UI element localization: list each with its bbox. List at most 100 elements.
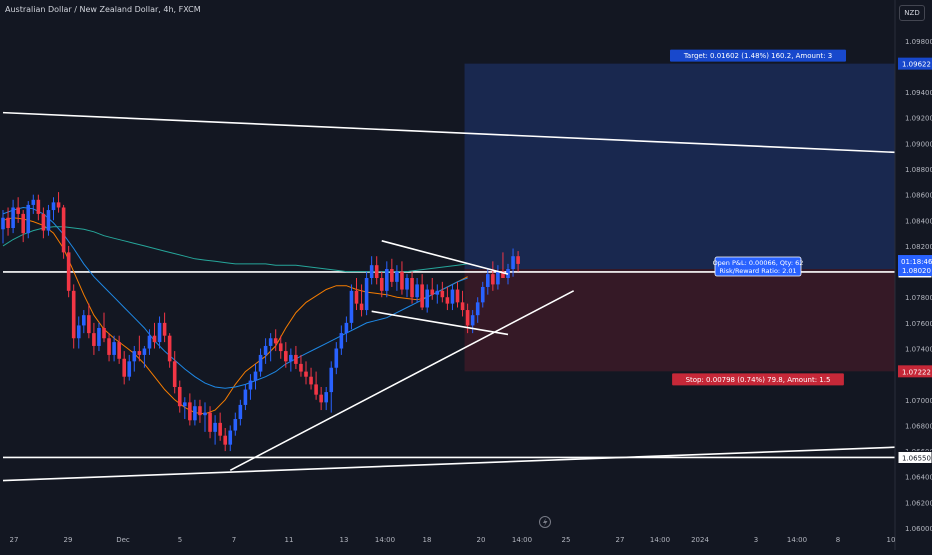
candle-body: [289, 354, 293, 362]
candle-body: [475, 302, 480, 316]
candle: [147, 329, 152, 355]
candle-body: [11, 207, 15, 228]
price-tick-label: 1.06400: [905, 474, 932, 482]
candle-body: [299, 363, 303, 372]
candle: [177, 380, 182, 413]
candle: [102, 312, 106, 343]
stop-zone: [464, 269, 895, 372]
currency-button[interactable]: NZD: [899, 5, 925, 21]
time-tick-label: 14:00: [787, 536, 807, 544]
candle-body: [344, 322, 349, 334]
candle: [435, 284, 440, 304]
time-tick-label: 29: [64, 536, 73, 544]
misc-icons: [539, 516, 551, 528]
time-axis[interactable]: 27 29 Dec 5 7 11 13 14:00 18 20 14:00 25 27 14:00 2024…: [10, 536, 896, 544]
price-tick-label: 1.09400: [905, 89, 932, 97]
candle-body: [324, 392, 328, 403]
candle: [66, 245, 71, 298]
svg-text:1.06550: 1.06550: [902, 454, 931, 462]
candle-body: [470, 315, 475, 326]
candle: [385, 261, 389, 298]
candle: [486, 269, 490, 295]
candle-body: [238, 404, 243, 420]
candle-body: [258, 354, 263, 372]
position-labels[interactable]: Target: 0.01602 (1.48%) 160.2, Amount: 3…: [670, 49, 846, 386]
candle: [460, 290, 465, 317]
candle-body: [162, 322, 167, 336]
candle-body: [6, 217, 10, 228]
wedge-lower-line: [371, 310, 509, 336]
candle-body: [56, 202, 61, 208]
candle-body: [21, 213, 25, 234]
candle: [203, 402, 207, 432]
candle-body: [334, 348, 339, 368]
candle: [511, 248, 515, 277]
candle: [21, 210, 25, 243]
candle: [213, 415, 217, 445]
candle: [455, 281, 460, 308]
candle: [11, 199, 15, 234]
candle-body: [395, 271, 399, 282]
candle: [450, 284, 455, 311]
ma-mid: [2, 206, 468, 389]
candle-body: [198, 406, 202, 416]
time-tick-label: 20: [477, 536, 486, 544]
price-tick-label: 1.08800: [905, 166, 932, 174]
price-tick-label: 1.06200: [905, 499, 932, 507]
candle-body: [41, 213, 46, 231]
candle: [501, 252, 505, 278]
price-tick-label: 1.07600: [905, 320, 932, 328]
candle-body: [425, 289, 429, 308]
candle-body: [430, 289, 435, 295]
candle-body: [501, 271, 505, 278]
candle: [329, 361, 334, 413]
candle-body: [364, 278, 369, 311]
time-tick-label: 25: [562, 536, 571, 544]
candle-body: [359, 303, 364, 311]
candle-body: [147, 335, 152, 349]
price-axis[interactable]: 1.098001.096001.094001.092001.090001.088…: [894, 0, 932, 550]
candle-body: [137, 351, 142, 355]
candle-body: [440, 290, 445, 298]
candle: [238, 399, 243, 426]
time-tick-label: 27: [616, 536, 625, 544]
candle-body: [102, 328, 106, 339]
time-tick-label: 5: [178, 536, 182, 544]
time-tick-label: 11: [285, 536, 294, 544]
candle: [278, 335, 283, 359]
candle: [208, 406, 212, 439]
chart-title: Australian Dollar / New Zealand Dollar, …: [5, 5, 201, 14]
svg-text:Stop: 0.00798 (0.74%) 79.8, Am: Stop: 0.00798 (0.74%) 79.8, Amount: 1.5: [686, 376, 831, 384]
candle: [193, 399, 197, 426]
candle-body: [460, 302, 465, 311]
candle: [425, 284, 429, 313]
candle: [263, 338, 268, 364]
candle-body: [87, 315, 91, 334]
candle-body: [16, 207, 20, 214]
candle-body: [516, 256, 520, 264]
last-price-tag: 01:18:461.08020: [898, 255, 932, 277]
last-price-label: 1.08020: [902, 267, 931, 275]
target-label: Target: 0.01602 (1.48%) 160.2, Amount: 3: [670, 49, 846, 62]
candle-body: [486, 274, 490, 287]
candle: [228, 425, 233, 452]
candle: [324, 386, 328, 411]
candle: [445, 286, 450, 311]
price-tick-label: 1.08400: [905, 217, 932, 225]
stop-label: Stop: 0.00798 (0.74%) 79.8, Amount: 1.5: [672, 373, 844, 386]
candle: [248, 374, 253, 400]
candle: [496, 265, 500, 290]
stop-price-tag: 1.07222: [898, 365, 932, 378]
candle: [400, 261, 404, 295]
candle: [475, 297, 480, 323]
candle: [183, 397, 187, 420]
candle: [284, 342, 288, 368]
candle: [61, 204, 66, 259]
candle: [374, 256, 379, 285]
candle-body: [193, 406, 197, 421]
candle-body: [172, 361, 177, 387]
pnl-text: Open P&L: 0.00066, Qty: 62: [713, 259, 804, 267]
